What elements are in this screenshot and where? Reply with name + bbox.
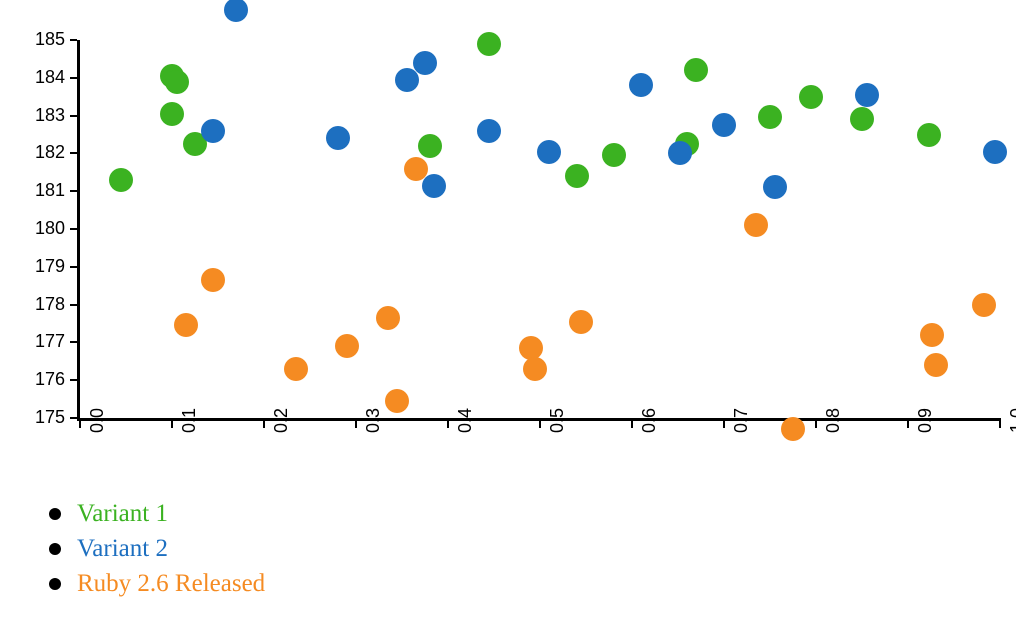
legend-item: Variant 2 [49, 535, 265, 563]
y-tick-label: 182 [0, 142, 65, 163]
scatter-point [744, 213, 768, 237]
scatter-point [668, 141, 692, 165]
legend-bullet-icon [49, 543, 61, 555]
legend-bullet-icon [49, 508, 61, 520]
scatter-point [850, 107, 874, 131]
x-tick-label: 0.1 [179, 408, 200, 433]
scatter-point [477, 32, 501, 56]
x-tick-label: 1.0 [1007, 408, 1016, 433]
x-tick [79, 421, 81, 428]
scatter-point [758, 105, 782, 129]
scatter-point [284, 357, 308, 381]
scatter-point [763, 175, 787, 199]
y-tick-label: 181 [0, 180, 65, 201]
scatter-point [684, 58, 708, 82]
y-tick [70, 379, 77, 381]
y-tick-label: 185 [0, 29, 65, 50]
x-tick-label: 0.7 [731, 408, 752, 433]
y-tick [70, 77, 77, 79]
scatter-point [565, 164, 589, 188]
scatter-point [629, 73, 653, 97]
x-tick-label: 0.8 [823, 408, 844, 433]
x-tick [723, 421, 725, 428]
y-tick-label: 184 [0, 67, 65, 88]
legend-item: Variant 1 [49, 500, 265, 528]
x-tick [447, 421, 449, 428]
x-tick-label: 0.3 [363, 408, 384, 433]
x-tick [999, 421, 1001, 428]
legend-bullet-icon [49, 578, 61, 590]
y-tick [70, 190, 77, 192]
legend-item: Ruby 2.6 Released [49, 570, 265, 598]
scatter-point [972, 293, 996, 317]
scatter-point [201, 268, 225, 292]
scatter-point [165, 70, 189, 94]
legend-label: Variant 2 [77, 535, 168, 563]
x-tick-label: 0.2 [271, 408, 292, 433]
legend-label: Ruby 2.6 Released [77, 570, 265, 598]
x-tick-label: 0.0 [87, 408, 108, 433]
scatter-point [395, 68, 419, 92]
scatter-point [917, 123, 941, 147]
x-tick [815, 421, 817, 428]
y-tick-label: 183 [0, 105, 65, 126]
scatter-point [224, 0, 248, 22]
scatter-point [983, 140, 1007, 164]
y-tick-label: 177 [0, 331, 65, 352]
y-tick-label: 178 [0, 294, 65, 315]
y-tick [70, 304, 77, 306]
scatter-point [404, 157, 428, 181]
scatter-point [376, 306, 400, 330]
y-tick-label: 176 [0, 369, 65, 390]
x-tick-label: 0.5 [547, 408, 568, 433]
y-tick [70, 266, 77, 268]
scatter-point [174, 313, 198, 337]
legend: Variant 1 Variant 2 Ruby 2.6 Released [49, 500, 265, 605]
y-tick-label: 175 [0, 407, 65, 428]
x-tick [907, 421, 909, 428]
x-tick-label: 0.9 [915, 408, 936, 433]
scatter-point [201, 119, 225, 143]
scatter-point [537, 140, 561, 164]
scatter-point [160, 102, 184, 126]
scatter-point [799, 85, 823, 109]
scatter-point [781, 417, 805, 441]
x-tick-label: 0.6 [639, 408, 660, 433]
legend-label: Variant 1 [77, 500, 168, 528]
chart-root: 175 176 177 178 179 180 181 182 183 184 185 0.0 0.1 0… [0, 0, 1016, 620]
scatter-point [924, 353, 948, 377]
y-tick [70, 39, 77, 41]
scatter-point [712, 113, 736, 137]
scatter-point [920, 323, 944, 347]
scatter-point [413, 51, 437, 75]
scatter-point [477, 119, 501, 143]
scatter-point [569, 310, 593, 334]
y-axis-line [77, 40, 80, 421]
y-tick [70, 228, 77, 230]
x-tick [539, 421, 541, 428]
x-tick [355, 421, 357, 428]
scatter-point [422, 174, 446, 198]
x-tick [631, 421, 633, 428]
scatter-point [418, 134, 442, 158]
y-tick-label: 179 [0, 256, 65, 277]
scatter-point [326, 126, 350, 150]
y-tick [70, 152, 77, 154]
x-tick-label: 0.4 [455, 408, 476, 433]
y-tick [70, 417, 77, 419]
y-tick [70, 115, 77, 117]
scatter-point [109, 168, 133, 192]
scatter-point [855, 83, 879, 107]
x-tick [263, 421, 265, 428]
scatter-point [602, 143, 626, 167]
y-tick-label: 180 [0, 218, 65, 239]
x-tick [171, 421, 173, 428]
scatter-point [385, 389, 409, 413]
y-tick [70, 341, 77, 343]
scatter-point [523, 357, 547, 381]
scatter-point [335, 334, 359, 358]
